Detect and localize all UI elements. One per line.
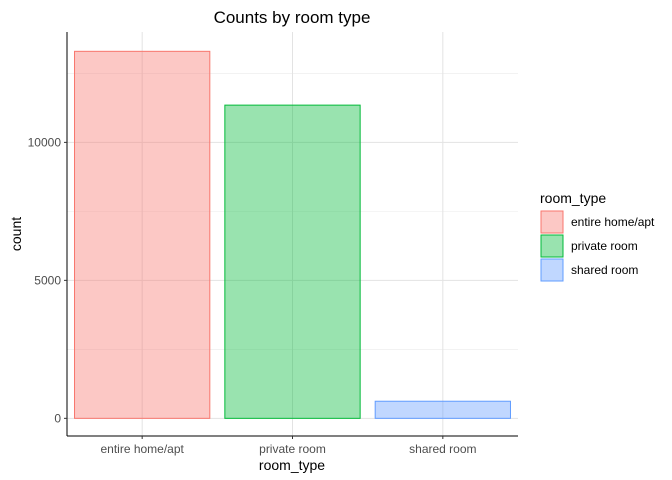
y-tick-labels: 0 5000 10000 bbox=[28, 135, 67, 425]
bar bbox=[374, 400, 511, 419]
x-tick-label: private room bbox=[259, 442, 326, 456]
y-tick-label: 10000 bbox=[28, 135, 62, 149]
legend-label: shared room bbox=[571, 263, 638, 277]
legend: room_type entire home/apt private room sha… bbox=[540, 190, 655, 282]
y-tick-label: 0 bbox=[54, 411, 61, 425]
bar bbox=[74, 50, 211, 419]
y-tick-label: 5000 bbox=[34, 273, 61, 287]
legend-title: room_type bbox=[540, 190, 606, 206]
x-tick-label: shared room bbox=[409, 442, 476, 456]
legend-key bbox=[540, 234, 564, 258]
legend-key bbox=[540, 210, 564, 234]
x-axis-title: room_type bbox=[259, 457, 325, 473]
x-tick-label: entire home/apt bbox=[100, 442, 184, 456]
legend-key bbox=[540, 258, 564, 282]
bar bbox=[224, 104, 361, 419]
legend-label: entire home/apt bbox=[571, 215, 655, 229]
chart-title: Counts by room type bbox=[214, 8, 371, 27]
legend-label: private room bbox=[571, 239, 638, 253]
x-tick-labels: entire home/apt private room shared room bbox=[100, 436, 477, 456]
bars bbox=[74, 50, 511, 419]
y-axis-title: count bbox=[8, 217, 24, 251]
